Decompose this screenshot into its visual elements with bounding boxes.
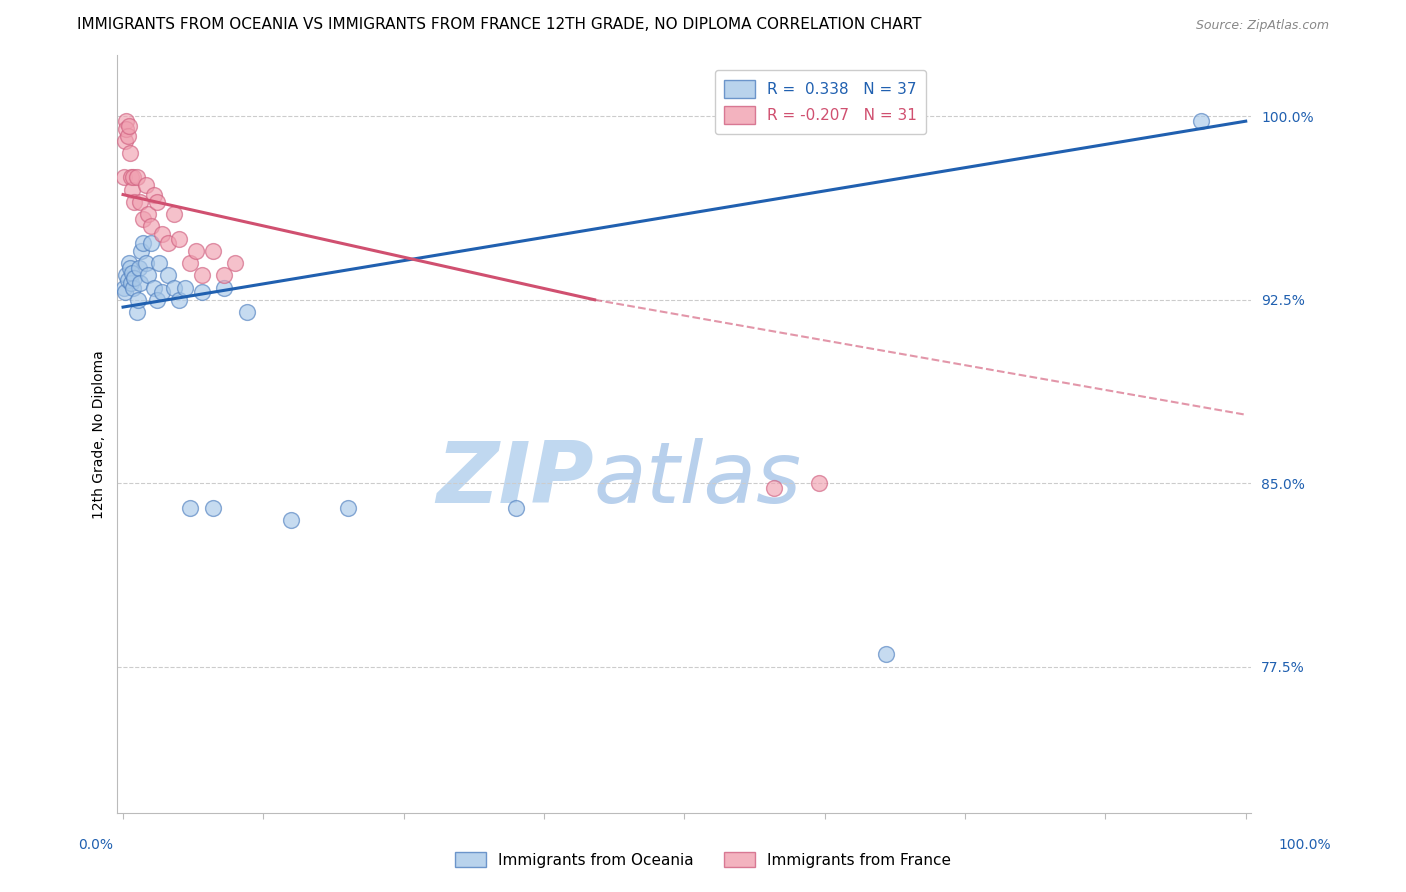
Point bbox=[167, 231, 190, 245]
Point bbox=[129, 244, 152, 258]
Point bbox=[115, 268, 138, 283]
Point bbox=[115, 121, 138, 136]
Point bbox=[150, 285, 173, 300]
Point bbox=[124, 270, 146, 285]
Point bbox=[201, 500, 224, 515]
Point bbox=[139, 219, 162, 234]
Point bbox=[763, 481, 786, 495]
Point bbox=[143, 187, 166, 202]
Legend: R =  0.338   N = 37, R = -0.207   N = 31: R = 0.338 N = 37, R = -0.207 N = 31 bbox=[716, 70, 927, 134]
Point bbox=[179, 500, 201, 515]
Point bbox=[235, 305, 257, 319]
Point bbox=[875, 648, 897, 662]
Point bbox=[184, 244, 207, 258]
Legend: Immigrants from Oceania, Immigrants from France: Immigrants from Oceania, Immigrants from… bbox=[449, 846, 957, 873]
Point bbox=[808, 476, 831, 491]
Point bbox=[145, 194, 167, 209]
Point bbox=[114, 134, 136, 148]
Y-axis label: 12th Grade, No Diploma: 12th Grade, No Diploma bbox=[93, 350, 107, 518]
Point bbox=[112, 280, 135, 294]
Text: ZIP: ZIP bbox=[436, 438, 593, 521]
Point bbox=[167, 293, 190, 307]
Point bbox=[139, 236, 162, 251]
Point bbox=[143, 280, 166, 294]
Point bbox=[132, 212, 155, 227]
Point bbox=[336, 500, 359, 515]
Point bbox=[132, 236, 155, 251]
Point bbox=[280, 513, 302, 527]
Point bbox=[115, 114, 138, 128]
Point bbox=[128, 276, 150, 290]
Point bbox=[118, 119, 141, 133]
Point bbox=[201, 244, 224, 258]
Point bbox=[125, 305, 148, 319]
Point bbox=[127, 293, 149, 307]
Point bbox=[136, 207, 159, 221]
Point bbox=[134, 178, 156, 192]
Point bbox=[124, 194, 146, 209]
Point bbox=[212, 268, 235, 283]
Point bbox=[118, 256, 141, 270]
Point bbox=[128, 194, 150, 209]
Point bbox=[122, 280, 145, 294]
Point bbox=[150, 227, 173, 241]
Point bbox=[156, 236, 179, 251]
Point bbox=[118, 260, 141, 275]
Point bbox=[145, 293, 167, 307]
Text: 100.0%: 100.0% bbox=[1278, 838, 1331, 852]
Point bbox=[190, 285, 212, 300]
Point bbox=[148, 256, 170, 270]
Point bbox=[122, 170, 145, 185]
Point bbox=[1189, 114, 1212, 128]
Point bbox=[173, 280, 195, 294]
Point bbox=[162, 280, 184, 294]
Point bbox=[224, 256, 246, 270]
Point bbox=[120, 276, 142, 290]
Point bbox=[190, 268, 212, 283]
Point bbox=[136, 268, 159, 283]
Point bbox=[117, 128, 139, 143]
Point bbox=[120, 170, 142, 185]
Text: 0.0%: 0.0% bbox=[79, 838, 112, 852]
Text: Source: ZipAtlas.com: Source: ZipAtlas.com bbox=[1195, 20, 1329, 32]
Point bbox=[121, 183, 143, 197]
Point bbox=[212, 280, 235, 294]
Point bbox=[156, 268, 179, 283]
Point bbox=[134, 256, 156, 270]
Point bbox=[128, 260, 150, 275]
Text: atlas: atlas bbox=[593, 438, 801, 521]
Point bbox=[125, 170, 148, 185]
Point bbox=[118, 146, 141, 161]
Point bbox=[121, 266, 143, 280]
Point bbox=[114, 285, 136, 300]
Point bbox=[505, 500, 527, 515]
Text: IMMIGRANTS FROM OCEANIA VS IMMIGRANTS FROM FRANCE 12TH GRADE, NO DIPLOMA CORRELA: IMMIGRANTS FROM OCEANIA VS IMMIGRANTS FR… bbox=[77, 18, 922, 32]
Point bbox=[117, 273, 139, 287]
Point bbox=[179, 256, 201, 270]
Point bbox=[112, 170, 135, 185]
Point bbox=[162, 207, 184, 221]
